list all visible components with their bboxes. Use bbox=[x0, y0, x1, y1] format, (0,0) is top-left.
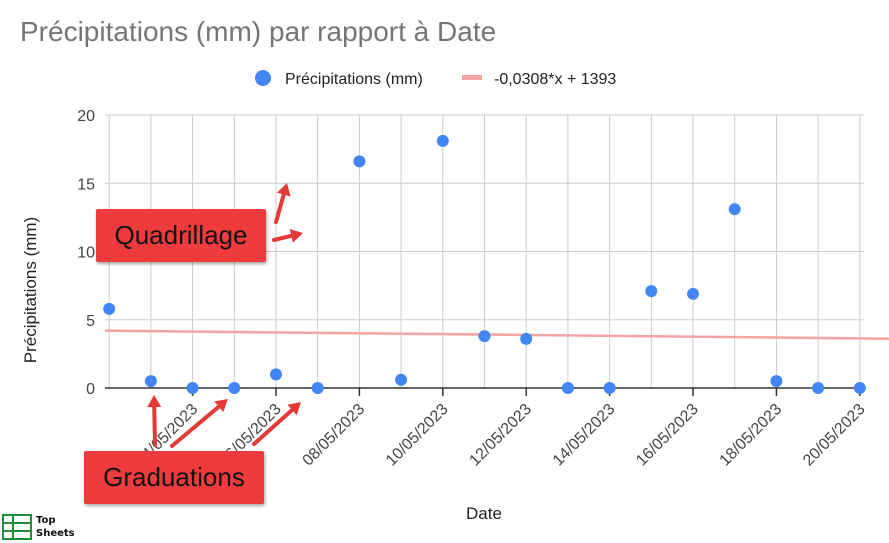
data-point[interactable] bbox=[436, 134, 449, 147]
chart-title: Précipitations (mm) par rapport à Date bbox=[20, 16, 497, 47]
y-tick-label: 10 bbox=[77, 245, 95, 262]
y-tick-labels: 0 5 10 15 20 bbox=[77, 108, 95, 398]
x-tick-label: 08/05/2023 bbox=[300, 401, 369, 470]
sheets-grid-icon bbox=[2, 514, 32, 540]
data-point[interactable] bbox=[645, 285, 658, 298]
data-point[interactable] bbox=[770, 375, 783, 388]
y-tick-label: 0 bbox=[86, 381, 95, 398]
data-point[interactable] bbox=[561, 382, 574, 394]
brand-text: Top Sheets bbox=[36, 514, 75, 540]
axis-layer bbox=[105, 387, 864, 396]
trendline-layer bbox=[104, 329, 889, 340]
data-point[interactable] bbox=[269, 368, 282, 381]
legend-label-points: Précipitations (mm) bbox=[285, 71, 423, 88]
data-point[interactable] bbox=[687, 287, 700, 300]
data-point[interactable] bbox=[311, 382, 324, 394]
grid-layer bbox=[105, 114, 864, 388]
data-point[interactable] bbox=[186, 382, 199, 394]
legend-marker-trendline bbox=[462, 75, 482, 80]
y-tick-label: 20 bbox=[77, 108, 95, 125]
data-point[interactable] bbox=[395, 373, 408, 386]
x-tick-label: 16/05/2023 bbox=[633, 401, 702, 470]
data-point[interactable] bbox=[103, 302, 116, 315]
annotation-arrow bbox=[147, 395, 162, 447]
data-point[interactable] bbox=[728, 203, 741, 216]
legend[interactable]: Précipitations (mm) -0,0308*x + 1393 bbox=[255, 70, 616, 88]
gridlines-callout: Quadrillage bbox=[96, 209, 266, 262]
annotation-arrow bbox=[274, 183, 291, 224]
ticks-callout: Graduations bbox=[84, 451, 264, 504]
x-tick-label: 10/05/2023 bbox=[383, 401, 452, 470]
y-axis-title: Précipitations (mm) bbox=[21, 217, 40, 363]
data-point[interactable] bbox=[478, 330, 491, 343]
y-tick-label: 5 bbox=[86, 313, 95, 330]
legend-marker-points bbox=[255, 70, 271, 86]
data-point[interactable] bbox=[520, 332, 533, 345]
annotation-arrow bbox=[170, 399, 228, 448]
brand-badge: Top Sheets bbox=[2, 514, 75, 540]
annotation-arrow bbox=[252, 402, 301, 446]
x-tick-label: 14/05/2023 bbox=[550, 401, 619, 470]
data-point[interactable] bbox=[603, 382, 616, 394]
data-point[interactable] bbox=[812, 382, 825, 394]
x-tick-label: 18/05/2023 bbox=[717, 401, 786, 470]
trendline bbox=[104, 329, 889, 340]
brand-line-1: Top bbox=[36, 515, 56, 526]
data-point[interactable] bbox=[353, 155, 366, 168]
brand-line-2: Sheets bbox=[36, 528, 75, 539]
legend-label-trendline: -0,0308*x + 1393 bbox=[494, 71, 616, 88]
data-point[interactable] bbox=[144, 375, 157, 388]
x-tick-label: 20/05/2023 bbox=[800, 401, 869, 470]
point-layer bbox=[103, 134, 866, 394]
y-tick-label: 15 bbox=[77, 176, 95, 193]
annotation-arrows bbox=[147, 183, 303, 448]
annotation-arrow bbox=[272, 229, 303, 243]
x-tick-label: 12/05/2023 bbox=[466, 401, 535, 470]
x-axis-title: Date bbox=[466, 504, 502, 523]
data-point[interactable] bbox=[228, 382, 241, 394]
data-point[interactable] bbox=[853, 382, 866, 394]
